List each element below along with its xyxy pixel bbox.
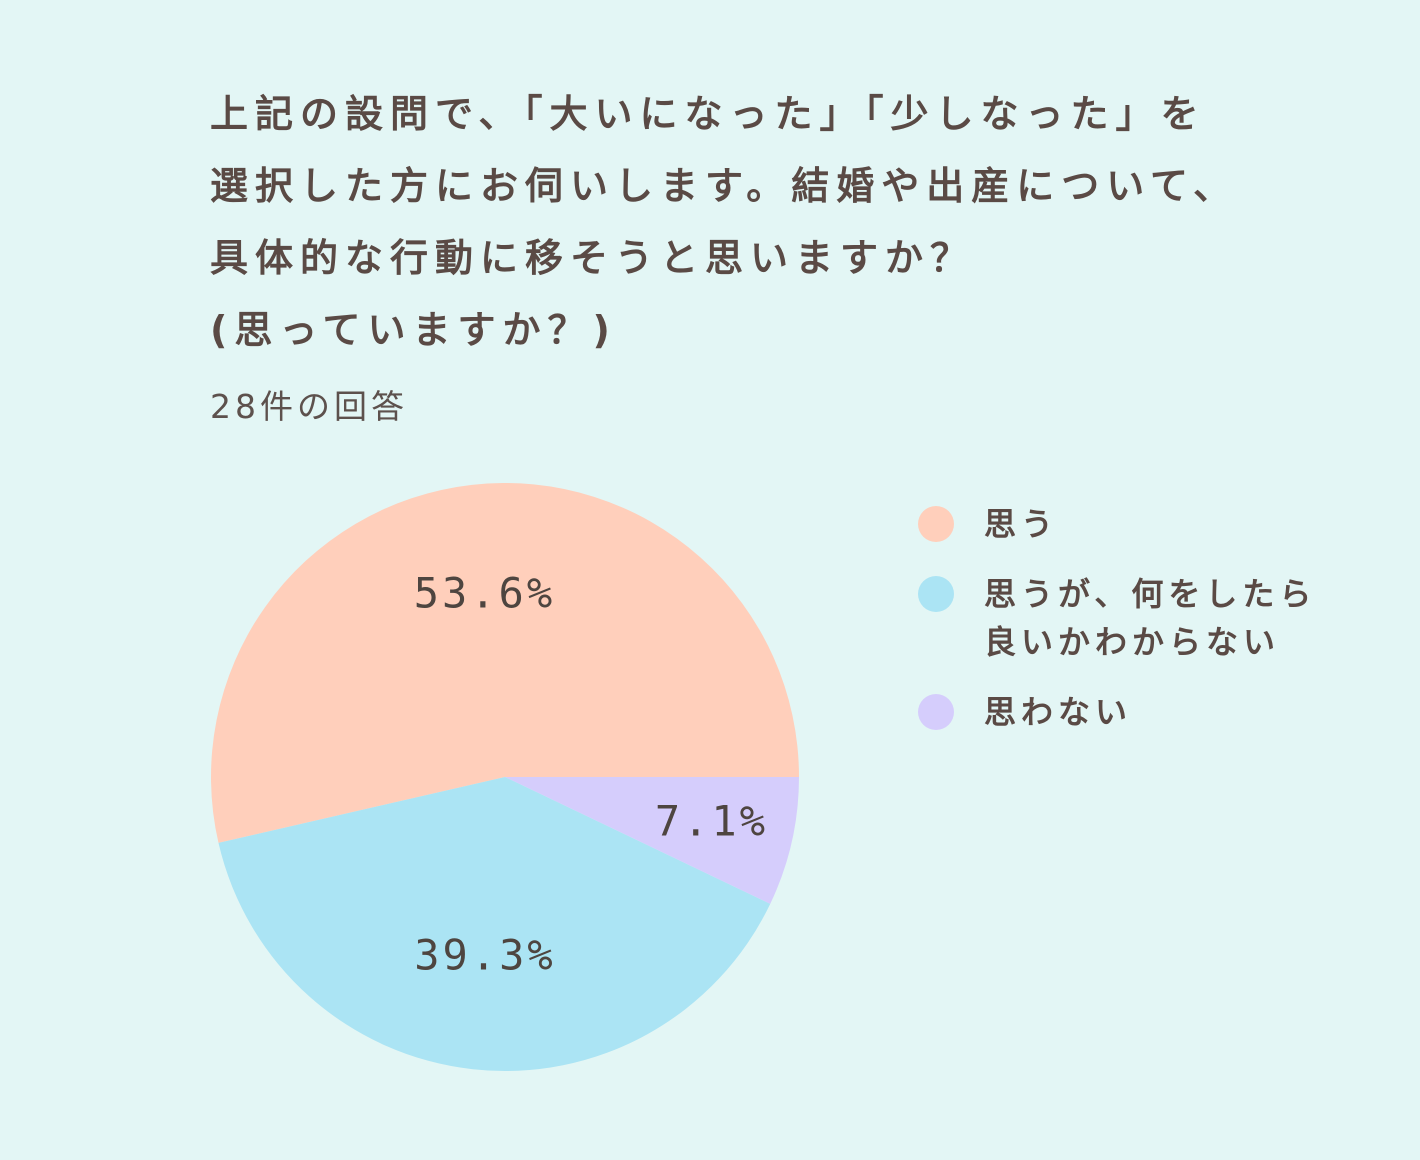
legend-label-omou: 思う [984, 505, 1059, 543]
pie-label-omouga-wakaranai: 39.3% [414, 931, 555, 980]
legend-item-omowanai: 思わない [918, 688, 1398, 736]
pie-slice-omouga-wakaranai [218, 777, 771, 1071]
question-line-1: 上記の設問で、「大いになった」「少しなった」を [210, 92, 1206, 136]
question-text: 上記の設問で、「大いになった」「少しなった」を 選択した方にお伺いします。結婚や… [210, 78, 1330, 366]
legend-swatch-omouga-wakaranai [918, 576, 954, 612]
response-count: 28件の回答 [210, 387, 408, 426]
legend-label-omowanai: 思わない [984, 693, 1133, 731]
pie-label-omowanai: 7.1% [655, 796, 768, 845]
legend-swatch-omou [918, 506, 954, 542]
legend-item-omouga-wakaranai: 思うが、何をしたら良いかわからない [918, 570, 1398, 666]
legend-label-omouga-wakaranai: 思うが、何をしたら良いかわからない [984, 575, 1317, 661]
legend-item-omou: 思う [918, 500, 1398, 548]
pie-slice-omou [211, 483, 800, 843]
question-line-2: 選択した方にお伺いします。結婚や出産について、 [210, 164, 1239, 208]
question-line-3: 具体的な行動に移そうと思いますか？ [210, 236, 976, 280]
pie-label-omou: 53.6% [414, 568, 555, 617]
legend: 思う 思うが、何をしたら良いかわからない 思わない [918, 500, 1398, 758]
question-line-4: (思っていますか？) [210, 308, 617, 352]
legend-swatch-omowanai [918, 694, 954, 730]
pie-chart: 53.6% 39.3% 7.1% [211, 483, 800, 1071]
pie-slice-omowanai [505, 777, 799, 904]
